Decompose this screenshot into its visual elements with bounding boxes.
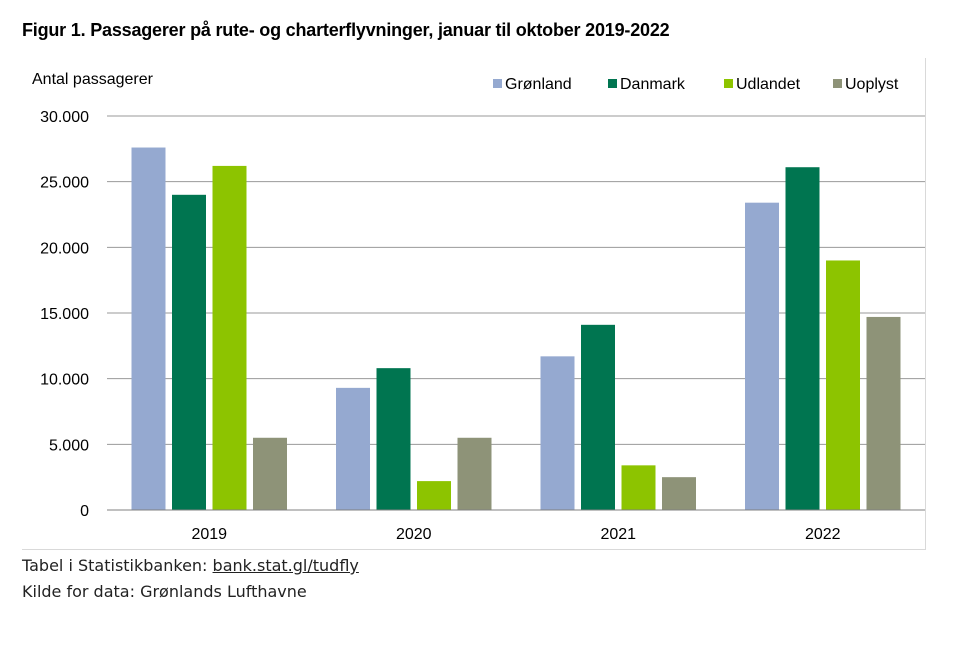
y-tick-label: 30.000: [40, 109, 89, 126]
x-tick-label: 2019: [191, 526, 227, 543]
y-axis-label: Antal passagerer: [32, 71, 154, 88]
legend-label: Udlandet: [736, 76, 801, 93]
legend: Grønland Danmark Udlandet Uoplyst: [493, 76, 899, 93]
bar: [417, 481, 451, 510]
x-tick-label: 2021: [600, 526, 636, 543]
bar: [540, 356, 575, 510]
x-axis: 2019 2020 2021 2022: [107, 509, 925, 543]
legend-label: Uoplyst: [845, 76, 899, 93]
legend-label: Danmark: [620, 76, 686, 93]
y-tick-label: 15.000: [40, 306, 89, 323]
bar: [826, 260, 860, 510]
y-tick-label: 0: [80, 503, 89, 520]
bar: [745, 202, 779, 510]
bar: [621, 465, 656, 510]
bar: [376, 368, 411, 510]
legend-label: Grønland: [505, 76, 572, 93]
bar: [212, 165, 247, 510]
legend-swatch: [493, 79, 502, 88]
bar: [336, 387, 370, 510]
bar: [785, 167, 820, 510]
table-reference: Tabel i Statistikbanken: bank.stat.gl/tu…: [22, 556, 359, 575]
y-tick-label: 25.000: [40, 175, 89, 192]
bar: [131, 147, 166, 510]
bar: [662, 477, 696, 510]
bar: [253, 437, 287, 510]
y-tick-labels: 0 5.000 10.000 15.000 20.000 25.000 30.000: [40, 109, 89, 520]
y-tick-label: 5.000: [49, 437, 89, 454]
bar: [457, 437, 492, 510]
bars: [131, 147, 901, 511]
y-tick-label: 20.000: [40, 240, 89, 257]
y-tick-label: 10.000: [40, 372, 89, 389]
statbank-link[interactable]: bank.stat.gl/tudfly: [212, 556, 359, 575]
table-reference-prefix: Tabel i Statistikbanken:: [22, 556, 213, 575]
bar-chart: Antal passagerer 0 5.000 10.000 15.000 20.00…: [32, 71, 925, 543]
chart-title: Figur 1. Passagerer på rute- og charterf…: [22, 20, 670, 40]
bar: [581, 324, 615, 510]
legend-swatch: [608, 79, 617, 88]
data-source: Kilde for data: Grønlands Lufthavne: [22, 582, 307, 601]
x-tick-label: 2020: [396, 526, 432, 543]
legend-swatch: [724, 79, 733, 88]
bar: [172, 194, 206, 511]
legend-swatch: [833, 79, 842, 88]
chart-frame: [22, 58, 926, 550]
x-tick-label: 2022: [805, 526, 841, 543]
bar: [866, 316, 901, 510]
